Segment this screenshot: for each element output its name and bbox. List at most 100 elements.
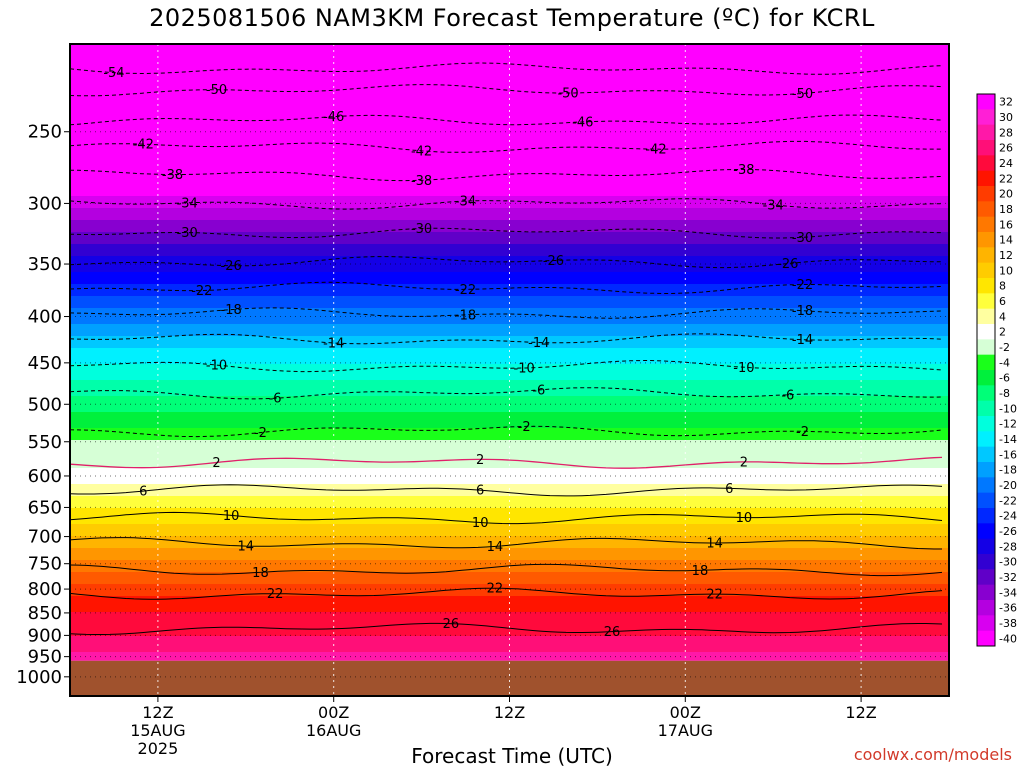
contour-label: -6: [532, 383, 545, 398]
temperature-band: [70, 400, 949, 405]
temperature-band: [70, 596, 949, 601]
colorbar-label: -8: [999, 387, 1010, 400]
temperature-band: [70, 632, 949, 637]
contour-label: 6: [725, 482, 733, 497]
contour-label: 6: [139, 485, 147, 500]
contour-label: -2: [796, 425, 809, 440]
temperature-band: [70, 608, 949, 613]
colorbar-swatch: [977, 232, 995, 248]
contour-label: -18: [221, 303, 242, 318]
contour-label: 22: [487, 582, 504, 597]
temperature-band: [70, 88, 949, 93]
temperature-band: [70, 100, 949, 105]
colorbar-label: 8: [999, 280, 1006, 293]
temperature-band: [70, 52, 949, 57]
contour-label: 10: [736, 511, 753, 526]
isotherm-line: [69, 484, 943, 497]
y-tick-label: 750: [28, 554, 62, 575]
temperature-band: [70, 568, 949, 573]
temperature-band: [70, 244, 949, 249]
colorbar-swatch: [977, 523, 995, 540]
contour-label: 6: [476, 484, 484, 499]
colorbar-swatch: [977, 492, 995, 509]
colorbar-label: -18: [999, 464, 1017, 477]
temperature-band: [70, 548, 949, 553]
contour-label: -54: [103, 66, 124, 81]
temperature-band: [70, 56, 949, 61]
temperature-band: [70, 404, 949, 409]
temperature-band: [70, 436, 949, 441]
contour-label: -22: [455, 283, 476, 298]
temperature-band: [70, 188, 949, 193]
colorbar-label: 26: [999, 142, 1013, 155]
isotherm-contours: -54 -50 -50 -50 -46 -46 -42 -42 -42 -38 -38 -38 -34 -…: [69, 62, 943, 640]
contour-label: 2: [476, 453, 484, 468]
temperature-band: [70, 440, 949, 445]
colorbar-label: -34: [999, 586, 1017, 599]
temperature-band: [70, 460, 949, 465]
contour-label: 26: [604, 625, 621, 640]
temperature-shading: [70, 44, 949, 661]
y-tick-label: 650: [28, 497, 62, 518]
contour-label: 14: [238, 540, 255, 555]
ground-area: [70, 660, 949, 696]
colorbar-label: -40: [999, 632, 1017, 645]
contour-label: -30: [177, 226, 198, 241]
temperature-band: [70, 352, 949, 357]
contour-label: -42: [645, 143, 666, 158]
isotherm-line: [69, 62, 943, 75]
isotherm-line: [69, 114, 943, 126]
temperature-band: [70, 320, 949, 325]
contour-label: -26: [221, 259, 242, 274]
colorbar-frame: [976, 93, 996, 647]
colorbar-swatch: [977, 278, 995, 294]
temperature-band: [70, 508, 949, 513]
contour-label: 22: [706, 588, 723, 603]
isotherm-line: [69, 140, 942, 153]
colorbar-label: -4: [999, 356, 1010, 369]
colorbar-label: 30: [999, 111, 1013, 124]
colorbar-label: 14: [999, 234, 1013, 247]
contour-label: -22: [792, 278, 813, 293]
y-tick-label: 400: [28, 307, 62, 328]
temperature-band: [70, 160, 949, 165]
colorbar-swatch: [977, 538, 995, 555]
contour-label: 22: [267, 587, 284, 602]
temperature-band: [70, 232, 949, 237]
colorbar-label: -36: [999, 602, 1017, 615]
contour-label: -10: [514, 362, 535, 377]
colorbar-swatch: [977, 584, 995, 601]
contour-label: -2: [518, 420, 531, 435]
temperature-band: [70, 220, 949, 225]
temperature-band: [70, 272, 949, 277]
y-tick-label: 700: [28, 527, 62, 548]
x-axis-title: Forecast Time (UTC): [411, 744, 613, 768]
colorbar-swatch: [977, 554, 995, 570]
isotherm-line: [69, 359, 943, 373]
temperature-band: [70, 256, 949, 261]
temperature-band: [70, 452, 949, 457]
colorbar-label: -10: [999, 402, 1017, 415]
contour-label: -42: [411, 144, 432, 159]
temperature-band: [70, 128, 949, 133]
y-tick-label: 600: [28, 466, 62, 487]
credit-link[interactable]: coolwx.com/models: [853, 745, 1012, 764]
temperature-band: [70, 580, 949, 585]
isotherm-line: [69, 387, 943, 400]
y-tick-label: 900: [28, 625, 62, 646]
temperature-band: [70, 376, 949, 381]
colorbar-label: 22: [999, 172, 1013, 185]
contour-label: -38: [411, 174, 432, 189]
contour-label: -10: [206, 359, 227, 374]
isotherm-line: [69, 511, 943, 525]
colorbar-swatch: [977, 124, 995, 141]
temperature-band: [70, 488, 949, 493]
isotherm-line: [69, 281, 943, 294]
colorbar-swatch: [977, 186, 995, 202]
temperature-band: [70, 292, 949, 297]
isotherm-line: [69, 256, 942, 269]
y-tick-label: 1000: [16, 667, 62, 688]
temperature-band: [70, 224, 949, 229]
contour-label: 2: [212, 456, 220, 471]
y-tick-label: 550: [28, 432, 62, 453]
